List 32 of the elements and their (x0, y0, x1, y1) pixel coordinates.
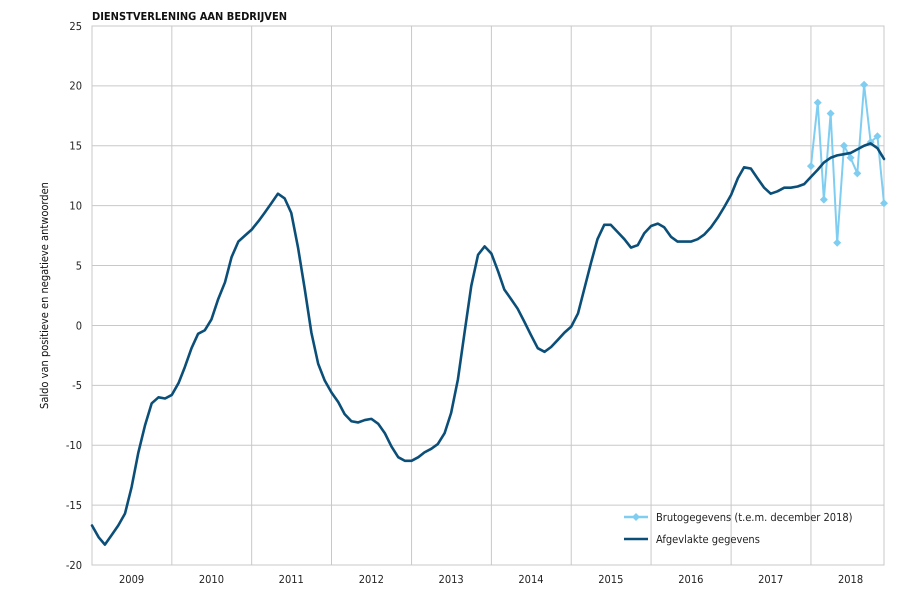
x-tick-label: 2016 (678, 573, 704, 586)
point (840, 142, 848, 150)
chart-title: DIENSTVERLENING AAN BEDRIJVEN (92, 10, 287, 23)
point (873, 132, 882, 140)
x-tick-label: 2015 (598, 573, 624, 586)
point (826, 109, 835, 118)
x-tick-label: 2014 (518, 573, 544, 586)
y-tick-label: 15 (69, 140, 82, 153)
x-tick-label: 2011 (278, 573, 304, 586)
y-tick-label: 20 (69, 80, 82, 93)
point (820, 196, 828, 204)
x-tick-label: 2010 (198, 573, 224, 586)
y-tick-label: -5 (72, 379, 82, 392)
y-axis-title: Saldo van positieve en negatieve antwoorden (38, 182, 51, 409)
y-tick-label: -20 (66, 558, 82, 572)
y-tick-label: 10 (69, 200, 82, 213)
x-tick-label: 2017 (758, 573, 784, 586)
point (833, 238, 842, 247)
point (880, 199, 888, 208)
y-tick-label: -15 (66, 498, 82, 512)
point (846, 154, 855, 162)
x-tick-label: 2018 (838, 573, 864, 586)
x-tick-label: 2009 (118, 573, 144, 586)
legend-label: Afgevlakte gegevens (656, 532, 760, 546)
x-tick-label: 2013 (438, 573, 464, 586)
legend-label: Brutogegevens (t.e.m. december 2018) (656, 510, 853, 524)
y-tick-label: 5 (76, 259, 82, 272)
x-tick-label: 2012 (358, 573, 384, 586)
y-tick-label: 0 (76, 319, 82, 332)
y-tick-label: -10 (66, 439, 82, 452)
y-tick-label: 25 (69, 20, 82, 33)
point (806, 162, 815, 170)
